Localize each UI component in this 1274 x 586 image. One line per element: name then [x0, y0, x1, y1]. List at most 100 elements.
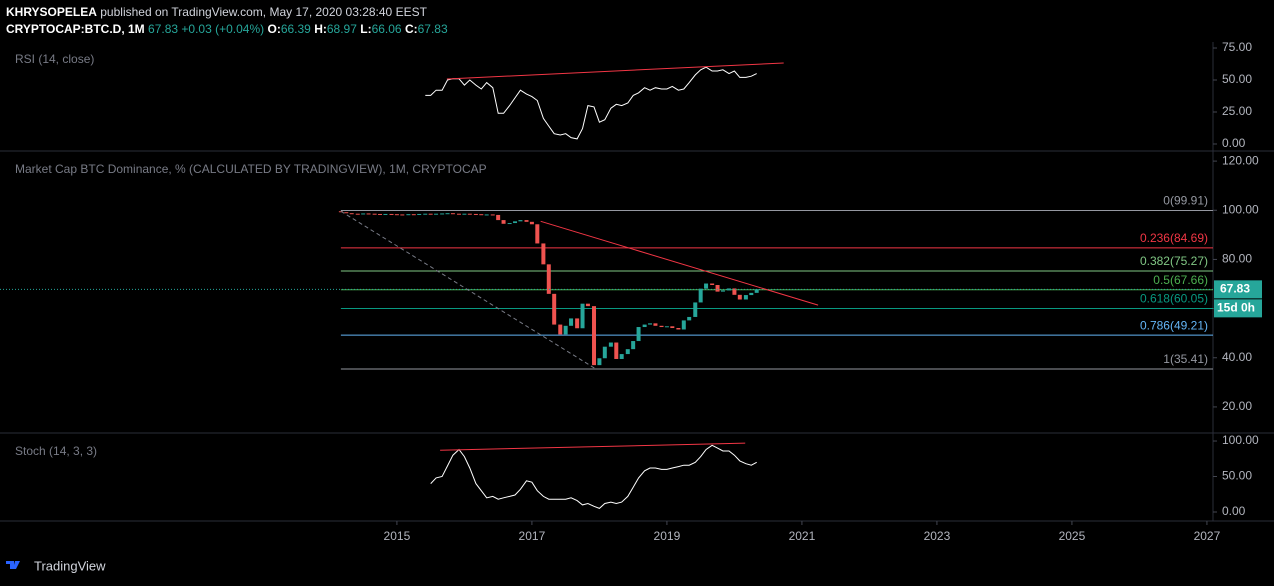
candle: [406, 214, 411, 216]
candle: [541, 243, 546, 265]
candle: [704, 283, 709, 289]
y-tick-label: 50.00: [1222, 469, 1252, 483]
author: KHRYSOPELEA: [6, 5, 97, 19]
trend-line: [340, 210, 597, 370]
candle: [349, 213, 354, 215]
y-tick-label: 20.00: [1222, 399, 1252, 413]
candle: [507, 223, 512, 225]
last-price-box: [1214, 280, 1262, 299]
brand[interactable]: TradingView: [34, 558, 106, 573]
candle: [479, 214, 484, 216]
candle: [693, 302, 698, 317]
indicator-line: [430, 444, 757, 509]
logo-icon[interactable]: [6, 561, 20, 569]
candle: [440, 213, 445, 215]
candle: [631, 341, 636, 350]
candle: [411, 214, 416, 216]
pane-title: Market Cap BTC Dominance, % (CALCULATED …: [15, 162, 487, 176]
trend-line: [540, 220, 819, 306]
candle: [636, 327, 641, 342]
y-tick-label: 0.00: [1222, 504, 1246, 518]
last-price: 67.83: [1220, 282, 1250, 296]
candle: [546, 264, 551, 294]
pane-title: RSI (14, close): [15, 52, 94, 66]
candle: [462, 213, 467, 215]
countdown-box: [1214, 299, 1262, 318]
tradingview-logo[interactable]: TradingView: [6, 558, 106, 573]
indicator-line: [425, 66, 757, 140]
candle: [597, 358, 602, 366]
candle: [710, 283, 715, 285]
high: 68.97: [326, 22, 357, 36]
candle: [428, 213, 433, 215]
h-label: H:: [314, 22, 327, 36]
candle: [400, 214, 405, 216]
candle: [715, 284, 720, 292]
candle: [687, 316, 692, 321]
candle: [434, 213, 439, 215]
candle: [355, 213, 360, 215]
candle: [659, 325, 664, 328]
candle: [614, 342, 619, 359]
candle: [524, 220, 529, 222]
candle: [490, 214, 495, 216]
candle: [378, 213, 383, 215]
fib-label: 0.618(60.05): [1140, 292, 1208, 306]
candle: [676, 328, 681, 330]
candle: [473, 213, 478, 215]
y-tick-label: 100.00: [1222, 433, 1259, 447]
candle: [496, 214, 501, 221]
fib-label: 0.236(84.69): [1140, 231, 1208, 245]
y-tick-label: 75.00: [1222, 40, 1252, 54]
header: KHRYSOPELEA published on TradingView.com…: [6, 4, 448, 38]
candle: [648, 323, 653, 325]
candle: [518, 220, 523, 222]
candle: [619, 354, 624, 359]
candle: [625, 349, 630, 355]
candle: [501, 220, 506, 224]
candle: [743, 295, 748, 300]
candle: [394, 214, 399, 216]
candle: [732, 288, 737, 295]
y-tick-label: 80.00: [1222, 252, 1252, 266]
candle: [575, 318, 580, 329]
x-tick-label: 2019: [654, 529, 681, 543]
trend-line: [446, 62, 784, 80]
last: 67.83: [148, 22, 179, 36]
candle: [445, 213, 450, 215]
fib-label: 0(99.91): [1163, 194, 1208, 208]
candle: [450, 213, 455, 215]
candle: [457, 213, 462, 215]
y-tick-label: 40.00: [1222, 350, 1252, 364]
x-tick-label: 2023: [924, 529, 951, 543]
candle: [642, 324, 647, 328]
y-tick-label: 25.00: [1222, 104, 1252, 118]
candle: [467, 213, 472, 215]
candle: [344, 212, 349, 214]
y-tick-label: 50.00: [1222, 72, 1252, 86]
x-tick-label: 2021: [789, 529, 816, 543]
candle: [383, 213, 388, 215]
publish-line: KHRYSOPELEA published on TradingView.com…: [6, 4, 448, 21]
candle: [417, 213, 422, 215]
y-tick-label: 0.00: [1222, 136, 1246, 150]
c-label: C:: [404, 22, 418, 36]
y-tick-label: 100.00: [1222, 202, 1259, 216]
o-label: O:: [267, 22, 281, 36]
open: 66.39: [280, 22, 311, 36]
low: 66.06: [371, 22, 402, 36]
countdown: 15d 0h: [1217, 301, 1255, 315]
candle: [698, 288, 703, 303]
candle: [720, 290, 725, 292]
x-tick-label: 2027: [1194, 529, 1221, 543]
candle: [563, 325, 568, 335]
candle: [580, 303, 585, 329]
fib-label: 0.786(49.21): [1140, 318, 1208, 332]
candle: [653, 323, 658, 326]
candle: [602, 346, 607, 359]
x-tick-label: 2017: [519, 529, 546, 543]
candle: [513, 221, 518, 224]
candle: [535, 224, 540, 244]
